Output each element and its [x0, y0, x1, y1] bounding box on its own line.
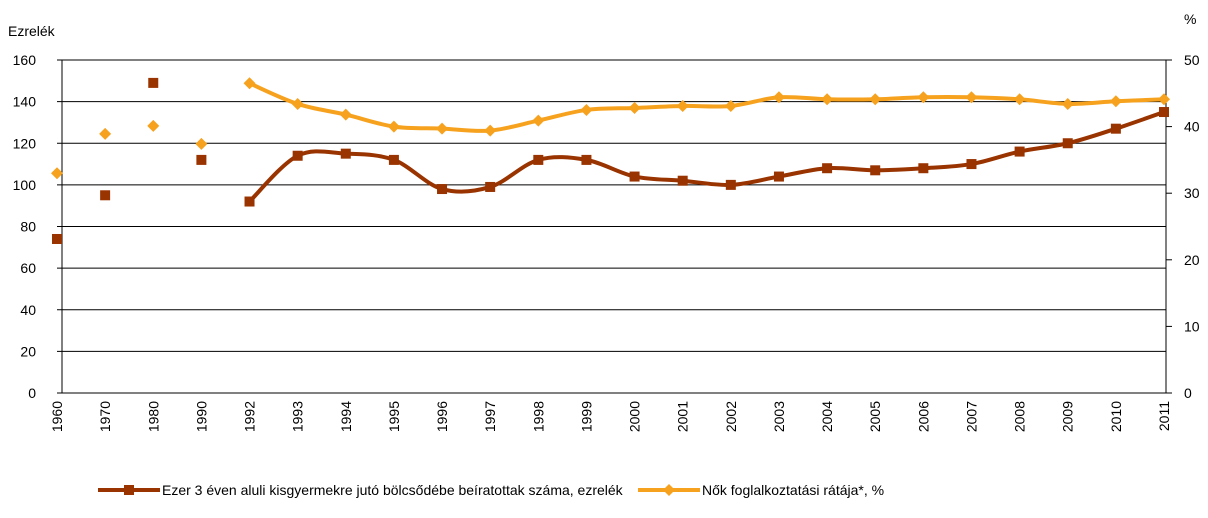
data-point	[1158, 93, 1170, 106]
legend-label: Ezer 3 éven aluli kisgyermekre jutó bölc…	[162, 482, 624, 498]
x-tick-label: 1970	[97, 401, 113, 432]
data-point	[822, 163, 833, 174]
x-tick-label: 1994	[338, 401, 354, 432]
data-point	[772, 91, 785, 104]
data-point	[485, 181, 496, 192]
x-tick-label: 1999	[578, 401, 594, 432]
x-tick-label: 1998	[530, 401, 546, 432]
data-point	[917, 91, 930, 104]
data-point	[628, 101, 641, 114]
y-tick-label: 40	[20, 302, 36, 318]
x-tick-label: 2008	[1012, 401, 1028, 432]
x-tick-label: 2006	[915, 401, 931, 432]
data-point	[244, 196, 255, 207]
data-point	[99, 127, 112, 140]
data-point	[243, 77, 256, 90]
y2-tick-label: 50	[1184, 52, 1200, 68]
data-point	[1159, 107, 1169, 118]
y2-tick-label: 40	[1184, 119, 1200, 135]
data-point	[676, 99, 689, 112]
y2-tick-label: 30	[1184, 185, 1200, 201]
data-point	[869, 93, 882, 106]
x-tick-label: 2005	[867, 401, 883, 432]
x-tick-label: 1992	[242, 401, 258, 432]
data-point	[1110, 123, 1121, 134]
x-tick-label: 1993	[290, 401, 306, 432]
data-point	[437, 184, 448, 195]
data-point	[533, 154, 544, 165]
data-point	[195, 137, 208, 150]
data-point	[966, 159, 977, 170]
legend-marker	[663, 484, 675, 496]
x-tick-label: 2011	[1156, 401, 1172, 431]
data-point	[677, 175, 688, 186]
series-line	[248, 81, 1165, 133]
y-tick-label: 100	[13, 177, 37, 193]
data-point	[436, 122, 449, 135]
y-axis-title: Ezrelék	[8, 23, 56, 39]
data-point	[581, 154, 592, 165]
data-point	[1013, 93, 1026, 106]
data-point	[196, 154, 207, 165]
y2-tick-label: 10	[1184, 318, 1200, 334]
y2-tick-label: 20	[1184, 252, 1200, 268]
x-tick-label: 1980	[145, 401, 161, 432]
x-tick-label: 1960	[49, 401, 65, 432]
y-tick-label: 160	[13, 52, 37, 68]
data-point	[629, 171, 640, 182]
data-point	[918, 163, 929, 174]
data-point	[100, 190, 111, 201]
y-tick-label: 60	[20, 260, 36, 276]
x-tick-label: 2007	[963, 401, 979, 432]
x-tick-label: 1995	[386, 401, 402, 432]
data-point	[388, 154, 399, 165]
x-tick-label: 2010	[1108, 401, 1124, 432]
data-point	[340, 148, 351, 159]
data-point	[484, 124, 497, 137]
data-point	[725, 179, 736, 190]
x-tick-label: 2000	[627, 401, 643, 432]
data-point	[1109, 95, 1122, 108]
y2-axis-title: %	[1184, 11, 1196, 27]
x-tick-label: 2003	[771, 401, 787, 432]
data-point	[51, 167, 63, 180]
x-tick-label: 2001	[675, 401, 691, 432]
data-point	[724, 99, 737, 112]
y2-tick-label: 0	[1184, 385, 1192, 401]
data-point	[965, 91, 978, 104]
data-point	[1014, 146, 1025, 157]
y-tick-label: 140	[13, 94, 37, 110]
data-point	[821, 93, 834, 106]
x-tick-label: 2002	[723, 401, 739, 432]
data-point	[773, 171, 784, 182]
data-point	[148, 77, 159, 88]
data-point	[1062, 138, 1073, 149]
y-tick-label: 80	[20, 219, 36, 235]
data-point	[580, 103, 593, 116]
data-point	[292, 150, 303, 161]
y-tick-label: 0	[28, 385, 36, 401]
data-point	[339, 108, 352, 121]
x-tick-label: 2009	[1060, 401, 1076, 432]
data-point	[291, 97, 304, 110]
data-point	[52, 233, 62, 244]
data-point	[532, 114, 545, 127]
x-tick-label: 1996	[434, 401, 450, 432]
data-point	[870, 165, 881, 176]
data-point	[387, 120, 400, 133]
legend-label: Nők foglalkoztatási rátája*, %	[702, 482, 884, 498]
x-tick-label: 1990	[193, 401, 209, 432]
x-tick-label: 2004	[819, 401, 835, 432]
x-tick-label: 1997	[482, 401, 498, 432]
legend-marker	[124, 485, 134, 495]
data-point	[147, 119, 160, 132]
data-point	[1061, 97, 1074, 110]
y-tick-label: 20	[20, 343, 36, 359]
y-tick-label: 120	[13, 135, 37, 151]
